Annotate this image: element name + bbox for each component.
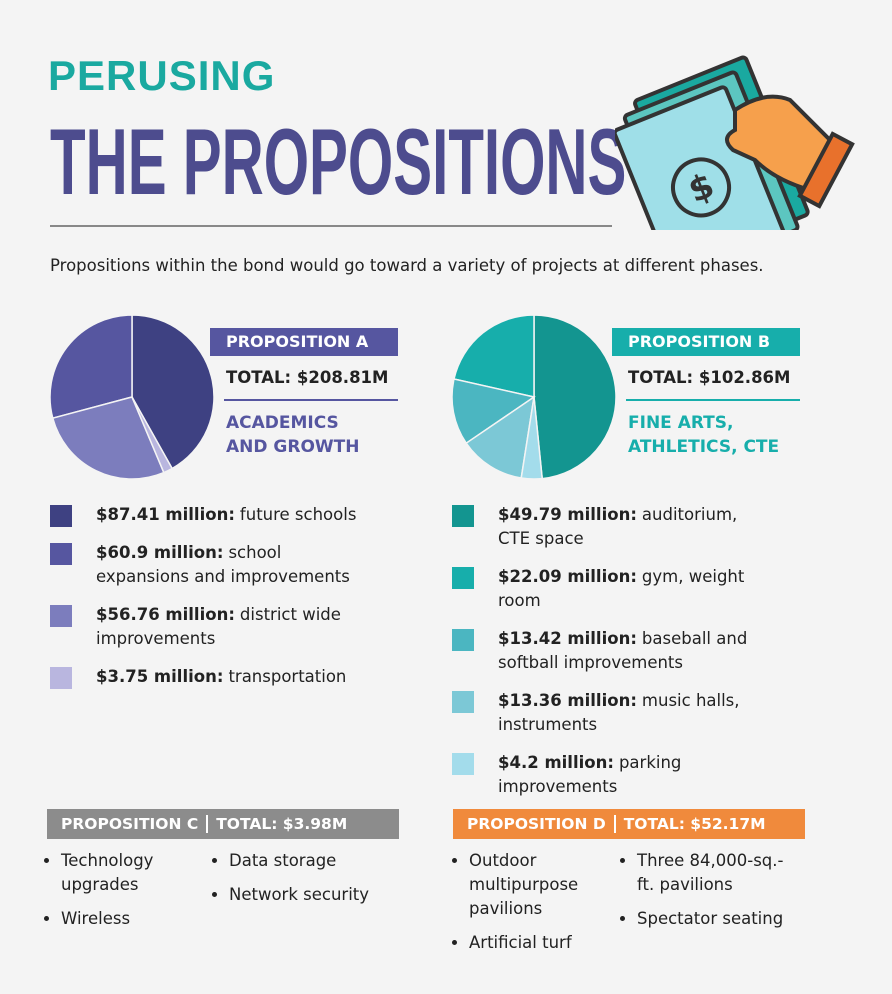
note-item: Outdoor multipurpose pavilions	[469, 849, 619, 921]
legend-value: $4.2 million:	[498, 753, 614, 772]
legend-swatch	[50, 505, 72, 527]
legend-swatch	[452, 629, 474, 651]
note-list: Outdoor multipurpose pavilions Artificial…	[455, 849, 619, 965]
note-list: Data storage Network security	[215, 849, 389, 917]
rule	[224, 399, 398, 401]
legend-label: gym, weight room	[498, 567, 745, 610]
note-title: PROPOSITION D	[467, 815, 606, 833]
intro: Propositions within the bond would go to…	[50, 256, 764, 275]
note-item: Technology upgrades	[61, 849, 221, 897]
legend-item: $13.36 million: music halls, instruments	[452, 689, 762, 737]
legend-label: future schools	[239, 505, 357, 524]
legend-swatch	[452, 567, 474, 589]
legend-item: $3.75 million: transportation	[50, 665, 360, 689]
note-item: Spectator seating	[637, 907, 787, 931]
note-item: Artificial turf	[469, 931, 619, 955]
note-total: TOTAL: $3.98M	[206, 815, 348, 833]
legend-value: $3.75 million:	[96, 667, 224, 686]
pie-slice	[131, 314, 215, 470]
legend-value: $60.9 million:	[96, 543, 224, 562]
legend-value: $13.36 million:	[498, 691, 637, 710]
note-item: Data storage	[229, 849, 389, 873]
chart-total: TOTAL: $208.81M	[226, 368, 389, 387]
pie-slice	[453, 314, 535, 398]
legend-item: $13.42 million: baseball and softball imp…	[452, 627, 762, 675]
pie	[49, 314, 215, 480]
pie-slice	[520, 396, 544, 480]
legend-value: $13.42 million:	[498, 629, 637, 648]
legend-swatch	[50, 543, 72, 565]
chart-subtitle: ACADEMICS AND GROWTH	[226, 413, 360, 457]
legend-label: transportation	[228, 667, 347, 686]
chart-total: TOTAL: $102.86M	[628, 368, 791, 387]
legend-item: $22.09 million: gym, weight room	[452, 565, 762, 613]
kicker: PERUSING	[48, 52, 276, 99]
legend-label: school expansions and improvements	[96, 543, 350, 586]
note-item: Network security	[229, 883, 389, 907]
note-title: PROPOSITION C	[61, 815, 199, 833]
legend-value: $87.41 million:	[96, 505, 235, 524]
legend-swatch	[452, 691, 474, 713]
legend-label: parking improvements	[498, 753, 682, 796]
note-item: Three 84,000-sq.-ft. pavilions	[637, 849, 787, 897]
note-header: PROPOSITION D TOTAL: $52.17M	[453, 809, 805, 839]
legend-item: $4.2 million: parking improvements	[452, 751, 762, 799]
legend-item: $87.41 million: future schools	[50, 503, 360, 527]
pie-slice	[51, 396, 165, 480]
pie-slice	[465, 395, 536, 479]
pie	[451, 314, 617, 480]
legend-label: auditorium, CTE space	[498, 505, 738, 548]
pie-slice	[533, 314, 617, 480]
legend-value: $49.79 million:	[498, 505, 637, 524]
rule	[626, 399, 800, 401]
legend-swatch	[452, 505, 474, 527]
note-header: PROPOSITION C TOTAL: $3.98M	[47, 809, 399, 839]
legend-label: baseball and softball improvements	[498, 629, 748, 672]
legend-item: $60.9 million: school expansions and impr…	[50, 541, 360, 589]
legend-value: $56.76 million:	[96, 605, 235, 624]
divider	[50, 225, 612, 227]
chart-title: PROPOSITION A	[210, 328, 398, 356]
pie-slice	[131, 396, 174, 474]
legend-label: music halls, instruments	[498, 691, 740, 734]
money-icon: $	[615, 55, 855, 230]
legend-item: $49.79 million: auditorium, CTE space	[452, 503, 762, 551]
legend-swatch	[50, 605, 72, 627]
legend-label: district wide improvements	[96, 605, 341, 648]
title: THE PROPOSITIONS	[50, 109, 627, 214]
legend: $87.41 million: future schools $60.9 milli…	[50, 503, 360, 689]
pie-slice	[49, 314, 133, 420]
note-list: Three 84,000-sq.-ft. pavilions Spectator …	[623, 849, 787, 941]
legend-value: $22.09 million:	[498, 567, 637, 586]
chart-subtitle: FINE ARTS, ATHLETICS, CTE	[628, 413, 780, 457]
chart-title: PROPOSITION B	[612, 328, 800, 356]
note-list: Technology upgrades Wireless	[47, 849, 221, 941]
legend: $49.79 million: auditorium, CTE space $22.…	[452, 503, 762, 799]
note-item: Wireless	[61, 907, 221, 931]
legend-swatch	[452, 753, 474, 775]
legend-item: $56.76 million: district wide improvement…	[50, 603, 360, 651]
note-total: TOTAL: $52.17M	[613, 815, 766, 833]
pie-slice	[451, 378, 536, 445]
legend-swatch	[50, 667, 72, 689]
